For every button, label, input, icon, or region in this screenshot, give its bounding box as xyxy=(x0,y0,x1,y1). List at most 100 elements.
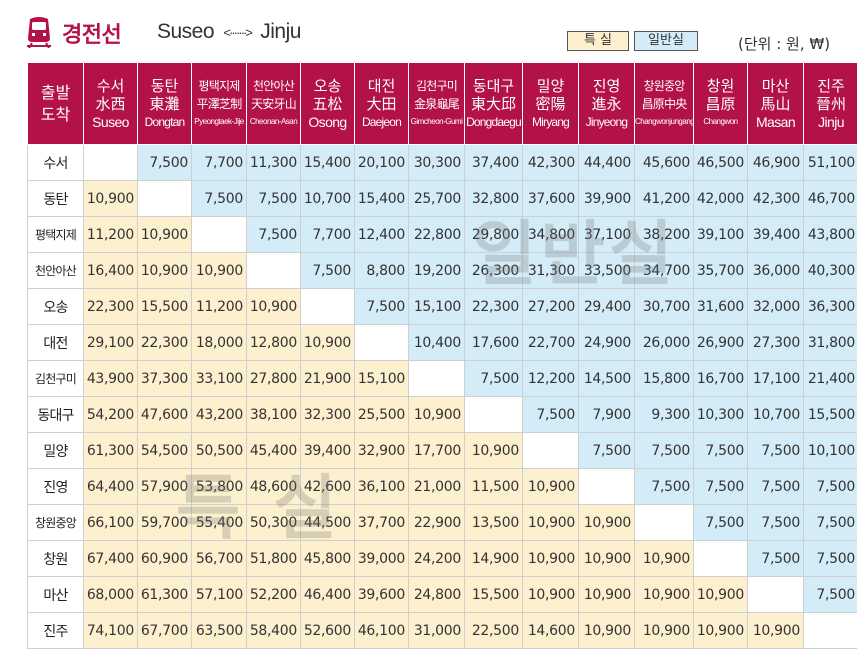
fare-cell-general: 42,000 xyxy=(693,180,748,217)
fare-cell-general: 25,700 xyxy=(408,180,465,217)
row-header-station: 진주 xyxy=(27,612,84,649)
station-name-hanja: 昌原中央 xyxy=(641,96,688,111)
legend-general-class: 일반실 xyxy=(634,31,698,51)
table-row: 동대구 54,200 47,600 43,200 38,100 32,300 25,500 1… xyxy=(27,396,857,433)
fare-cell-empty xyxy=(191,216,247,253)
route-origin: Suseo xyxy=(157,20,215,43)
fare-cell-first: 54,500 xyxy=(137,432,192,469)
fare-cell-general: 27,200 xyxy=(522,288,579,325)
fare-cell-first: 44,500 xyxy=(300,504,355,541)
fare-cell-general: 19,200 xyxy=(408,252,465,289)
fare-cell-first: 51,800 xyxy=(246,540,301,577)
fare-cell-general: 7,500 xyxy=(693,504,748,541)
station-name-hanja: 東大邱 xyxy=(470,94,516,113)
station-name-hanja: 水西 xyxy=(95,94,126,113)
fare-cell-general: 7,500 xyxy=(803,540,857,577)
column-header-station: 진주 晉州 Jinju xyxy=(803,62,857,145)
fare-cell-first: 61,300 xyxy=(137,576,192,613)
column-header-station: 밀양 密陽 Miryang xyxy=(522,62,579,145)
route-title: Suseo <·······> Jinju xyxy=(157,20,301,44)
station-name-english: Cheonan-Asan xyxy=(249,116,298,126)
fare-cell-general: 44,400 xyxy=(578,144,635,181)
fare-cell-general: 7,500 xyxy=(693,432,748,469)
fare-cell-first: 11,500 xyxy=(464,468,523,505)
station-name-hanja: 昌原 xyxy=(705,94,736,113)
station-name-hanja: 平澤芝制 xyxy=(196,96,243,111)
fare-cell-first: 48,600 xyxy=(246,468,301,505)
row-header-station: 밀양 xyxy=(27,432,84,469)
fare-cell-general: 15,500 xyxy=(803,396,857,433)
fare-cell-first: 57,100 xyxy=(191,576,247,613)
fare-cell-first: 42,600 xyxy=(300,468,355,505)
fare-cell-general: 26,000 xyxy=(634,324,694,361)
fare-cell-general: 51,100 xyxy=(803,144,857,181)
fare-cell-general: 46,500 xyxy=(693,144,748,181)
fare-cell-general: 17,100 xyxy=(747,360,804,397)
row-header-station: 수서 xyxy=(27,144,84,181)
fare-cell-empty xyxy=(408,360,465,397)
fare-cell-first: 32,300 xyxy=(300,396,355,433)
table-row: 마산 68,000 61,300 57,100 52,200 46,400 39,600 24… xyxy=(27,576,857,613)
fare-cell-general: 21,400 xyxy=(803,360,857,397)
fare-cell-general: 7,500 xyxy=(803,504,857,541)
row-header-station: 창원중앙 xyxy=(27,504,84,541)
fare-cell-empty xyxy=(747,576,804,613)
fare-cell-general: 34,800 xyxy=(522,216,579,253)
station-name-english: Masan xyxy=(755,113,796,130)
fare-cell-first: 27,800 xyxy=(246,360,301,397)
fare-cell-first: 43,900 xyxy=(83,360,138,397)
fare-cell-empty xyxy=(300,288,355,325)
fare-cell-first: 46,400 xyxy=(300,576,355,613)
column-header-station: 수서 水西 Suseo xyxy=(83,62,138,145)
fare-cell-general: 7,500 xyxy=(246,180,301,217)
table-row: 김천구미 43,900 37,300 33,100 27,800 21,900 15,100… xyxy=(27,360,857,397)
fare-cell-first: 74,100 xyxy=(83,612,138,649)
fare-cell-empty xyxy=(634,504,694,541)
fare-cell-general: 7,500 xyxy=(693,468,748,505)
fare-cell-first: 10,900 xyxy=(137,216,192,253)
fare-cell-general: 33,500 xyxy=(578,252,635,289)
fare-cell-general: 36,300 xyxy=(803,288,857,325)
table-row: 천안아산 16,400 10,900 10,900 7,500 8,800 19,200 26… xyxy=(27,252,857,289)
fare-cell-first: 10,900 xyxy=(578,540,635,577)
fare-cell-first: 64,400 xyxy=(83,468,138,505)
fare-cell-general: 7,500 xyxy=(634,432,694,469)
fare-cell-first: 29,100 xyxy=(83,324,138,361)
fare-cell-general: 37,600 xyxy=(522,180,579,217)
column-header-station: 진영 進永 Jinyeong xyxy=(578,62,635,145)
fare-cell-general: 35,700 xyxy=(693,252,748,289)
fare-cell-general: 46,900 xyxy=(747,144,804,181)
fare-cell-first: 68,000 xyxy=(83,576,138,613)
fare-cell-general: 7,500 xyxy=(803,576,857,613)
fare-cell-empty xyxy=(83,144,138,181)
fare-cell-first: 61,300 xyxy=(83,432,138,469)
fare-cell-first: 10,900 xyxy=(578,576,635,613)
fare-cell-first: 57,900 xyxy=(137,468,192,505)
fare-cell-first: 54,200 xyxy=(83,396,138,433)
fare-cell-general: 20,100 xyxy=(354,144,409,181)
fare-cell-first: 12,800 xyxy=(246,324,301,361)
row-header-station: 평택지제 xyxy=(27,216,84,253)
station-name-hanja: 天安牙山 xyxy=(251,96,297,111)
station-name-hanja: 東灘 xyxy=(149,94,180,113)
fare-cell-first: 67,700 xyxy=(137,612,192,649)
fare-cell-general: 7,500 xyxy=(803,468,857,505)
fare-cell-general: 16,700 xyxy=(693,360,748,397)
fare-cell-first: 47,600 xyxy=(137,396,192,433)
station-name-english: Miryang xyxy=(531,114,570,129)
fare-cell-general: 7,500 xyxy=(747,468,804,505)
station-name-english: Daejeon xyxy=(361,114,402,129)
fare-cell-first: 39,000 xyxy=(354,540,409,577)
fare-cell-general: 12,200 xyxy=(522,360,579,397)
station-name-hanja: 金泉龜尾 xyxy=(414,96,460,111)
fare-cell-first: 25,500 xyxy=(354,396,409,433)
fare-cell-first: 46,100 xyxy=(354,612,409,649)
corner-arrival: 도착 xyxy=(40,104,71,124)
fare-cell-general: 24,900 xyxy=(578,324,635,361)
table-row: 대전 29,100 22,300 18,000 12,800 10,900 10,400 17… xyxy=(27,324,857,361)
fare-cell-first: 67,400 xyxy=(83,540,138,577)
fare-cell-general: 22,700 xyxy=(522,324,579,361)
fare-cell-general: 10,100 xyxy=(803,432,857,469)
fare-cell-general: 34,700 xyxy=(634,252,694,289)
fare-cell-general: 7,500 xyxy=(634,468,694,505)
